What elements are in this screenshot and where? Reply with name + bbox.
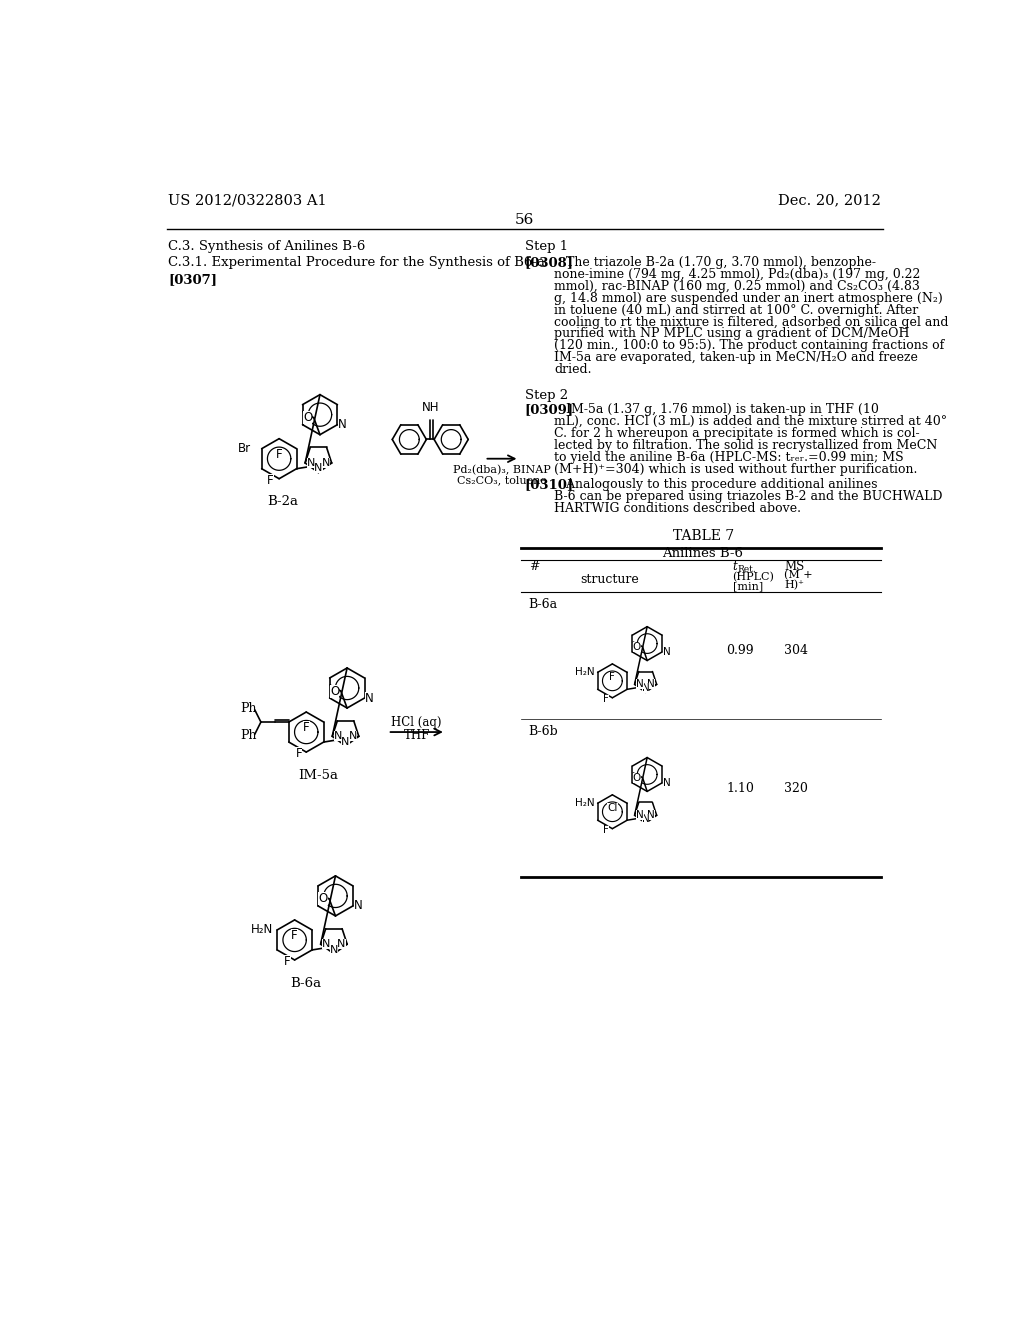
Text: 320: 320 bbox=[784, 783, 808, 795]
Text: N: N bbox=[334, 731, 342, 742]
Text: The triazole B-2a (1.70 g, 3.70 mmol), benzophe-: The triazole B-2a (1.70 g, 3.70 mmol), b… bbox=[554, 256, 877, 269]
Text: HCl (aq): HCl (aq) bbox=[391, 717, 442, 730]
Text: N: N bbox=[323, 940, 331, 949]
Text: O: O bbox=[330, 685, 339, 697]
Text: O: O bbox=[633, 772, 641, 783]
Text: H)⁺: H)⁺ bbox=[784, 579, 804, 590]
Text: lected by to filtration. The solid is recrystallized from MeCN: lected by to filtration. The solid is re… bbox=[554, 438, 938, 451]
Text: F: F bbox=[291, 929, 298, 942]
Text: IM-5a are evaporated, taken-up in MeCN/H₂O and freeze: IM-5a are evaporated, taken-up in MeCN/H… bbox=[554, 351, 919, 364]
Text: N: N bbox=[349, 731, 357, 742]
Text: structure: structure bbox=[581, 573, 639, 586]
Text: [0309]: [0309] bbox=[524, 403, 573, 416]
Text: Cs₂CO₃, toluene: Cs₂CO₃, toluene bbox=[457, 475, 547, 486]
Text: dried.: dried. bbox=[554, 363, 592, 376]
Text: B-6a: B-6a bbox=[291, 977, 322, 990]
Text: N: N bbox=[338, 418, 347, 432]
Text: N: N bbox=[307, 458, 315, 469]
Text: (M +: (M + bbox=[784, 570, 813, 581]
Text: Cl: Cl bbox=[607, 803, 617, 813]
Text: Dec. 20, 2012: Dec. 20, 2012 bbox=[778, 194, 882, 207]
Text: C. for 2 h whereupon a precipitate is formed which is col-: C. for 2 h whereupon a precipitate is fo… bbox=[554, 426, 920, 440]
Text: N: N bbox=[636, 810, 644, 820]
Text: Ph: Ph bbox=[241, 730, 257, 742]
Text: none-imine (794 mg, 4.25 mmol), Pd₂(dba)₃ (197 mg, 0.22: none-imine (794 mg, 4.25 mmol), Pd₂(dba)… bbox=[554, 268, 921, 281]
Text: [0307]: [0307] bbox=[168, 273, 217, 286]
Text: cooling to rt the mixture is filtered, adsorbed on silica gel and: cooling to rt the mixture is filtered, a… bbox=[554, 315, 949, 329]
Text: F: F bbox=[296, 747, 302, 760]
Text: B-6 can be prepared using triazoles B-2 and the BUCHWALD: B-6 can be prepared using triazoles B-2 … bbox=[554, 490, 943, 503]
Text: B-6b: B-6b bbox=[528, 725, 558, 738]
Text: 56: 56 bbox=[515, 213, 535, 227]
Text: MS: MS bbox=[784, 560, 805, 573]
Text: g, 14.8 mmol) are suspended under an inert atmosphere (N₂): g, 14.8 mmol) are suspended under an ine… bbox=[554, 292, 943, 305]
Text: 1.10: 1.10 bbox=[726, 783, 755, 795]
Text: (M+H)⁺=304) which is used without further purification.: (M+H)⁺=304) which is used without furthe… bbox=[554, 462, 918, 475]
Text: [min]: [min] bbox=[732, 581, 763, 591]
Text: Step 1: Step 1 bbox=[524, 240, 568, 253]
Text: N: N bbox=[353, 899, 362, 912]
Text: Analogously to this procedure additional anilines: Analogously to this procedure additional… bbox=[554, 478, 878, 491]
Text: Ph: Ph bbox=[241, 702, 257, 714]
Text: HARTWIG conditions described above.: HARTWIG conditions described above. bbox=[554, 502, 801, 515]
Text: N: N bbox=[642, 684, 649, 693]
Text: H₂N: H₂N bbox=[251, 924, 273, 936]
Text: C.3.1. Experimental Procedure for the Synthesis of B6-a: C.3.1. Experimental Procedure for the Sy… bbox=[168, 256, 546, 269]
Text: (HPLC): (HPLC) bbox=[732, 572, 774, 582]
Text: F: F bbox=[303, 721, 309, 734]
Text: mmol), rac-BINAP (160 mg, 0.25 mmol) and Cs₂CO₃ (4.83: mmol), rac-BINAP (160 mg, 0.25 mmol) and… bbox=[554, 280, 921, 293]
Text: F: F bbox=[275, 447, 283, 461]
Text: N: N bbox=[636, 680, 644, 689]
Text: F: F bbox=[284, 954, 291, 968]
Text: NH: NH bbox=[422, 401, 439, 414]
Text: IM-5a: IM-5a bbox=[298, 768, 338, 781]
Text: to yield the aniline B-6a (HPLC-MS: tᵣₑᵣ.=0.99 min; MS: to yield the aniline B-6a (HPLC-MS: tᵣₑᵣ… bbox=[554, 450, 904, 463]
Text: t: t bbox=[732, 560, 737, 573]
Text: B-6a: B-6a bbox=[528, 598, 558, 611]
Text: N: N bbox=[663, 777, 671, 788]
Text: F: F bbox=[603, 825, 609, 836]
Text: N: N bbox=[647, 680, 655, 689]
Text: H₂N: H₂N bbox=[574, 668, 595, 677]
Text: purified with NP MPLC using a gradient of DCM/MeOH: purified with NP MPLC using a gradient o… bbox=[554, 327, 909, 341]
Text: N: N bbox=[647, 810, 655, 820]
Text: in toluene (40 mL) and stirred at 100° C. overnight. After: in toluene (40 mL) and stirred at 100° C… bbox=[554, 304, 919, 317]
Text: N: N bbox=[642, 814, 649, 824]
Text: N: N bbox=[322, 458, 330, 469]
Text: O: O bbox=[318, 892, 328, 906]
Text: #: # bbox=[528, 560, 540, 573]
Text: Anilines B-6: Anilines B-6 bbox=[663, 548, 743, 560]
Text: Pd₂(dba)₃, BINAP: Pd₂(dba)₃, BINAP bbox=[453, 465, 551, 475]
Text: C.3. Synthesis of Anilines B-6: C.3. Synthesis of Anilines B-6 bbox=[168, 240, 366, 253]
Text: F: F bbox=[603, 694, 609, 705]
Text: O: O bbox=[303, 412, 312, 424]
Text: [0308]: [0308] bbox=[524, 256, 573, 269]
Text: N: N bbox=[663, 647, 671, 657]
Text: Br: Br bbox=[238, 442, 251, 455]
Text: B-2a: B-2a bbox=[267, 495, 299, 508]
Text: N: N bbox=[341, 737, 350, 747]
Text: F: F bbox=[609, 672, 615, 681]
Text: N: N bbox=[314, 463, 323, 474]
Text: US 2012/0322803 A1: US 2012/0322803 A1 bbox=[168, 194, 327, 207]
Text: F: F bbox=[267, 474, 273, 487]
Text: H₂N: H₂N bbox=[574, 799, 595, 808]
Text: Step 2: Step 2 bbox=[524, 389, 568, 403]
Text: (120 min., 100:0 to 95:5). The product containing fractions of: (120 min., 100:0 to 95:5). The product c… bbox=[554, 339, 944, 352]
Text: mL), conc. HCl (3 mL) is added and the mixture stirred at 40°: mL), conc. HCl (3 mL) is added and the m… bbox=[554, 414, 947, 428]
Text: THF: THF bbox=[403, 729, 430, 742]
Text: N: N bbox=[330, 945, 338, 954]
Text: 304: 304 bbox=[784, 644, 808, 656]
Text: TABLE 7: TABLE 7 bbox=[673, 529, 734, 543]
Text: 0.99: 0.99 bbox=[726, 644, 754, 656]
Text: N: N bbox=[366, 692, 374, 705]
Text: N: N bbox=[337, 940, 346, 949]
Text: [0310]: [0310] bbox=[524, 478, 573, 491]
Text: Ret.: Ret. bbox=[737, 565, 756, 574]
Text: O: O bbox=[633, 642, 641, 652]
Text: IM-5a (1.37 g, 1.76 mmol) is taken-up in THF (10: IM-5a (1.37 g, 1.76 mmol) is taken-up in… bbox=[554, 403, 880, 416]
